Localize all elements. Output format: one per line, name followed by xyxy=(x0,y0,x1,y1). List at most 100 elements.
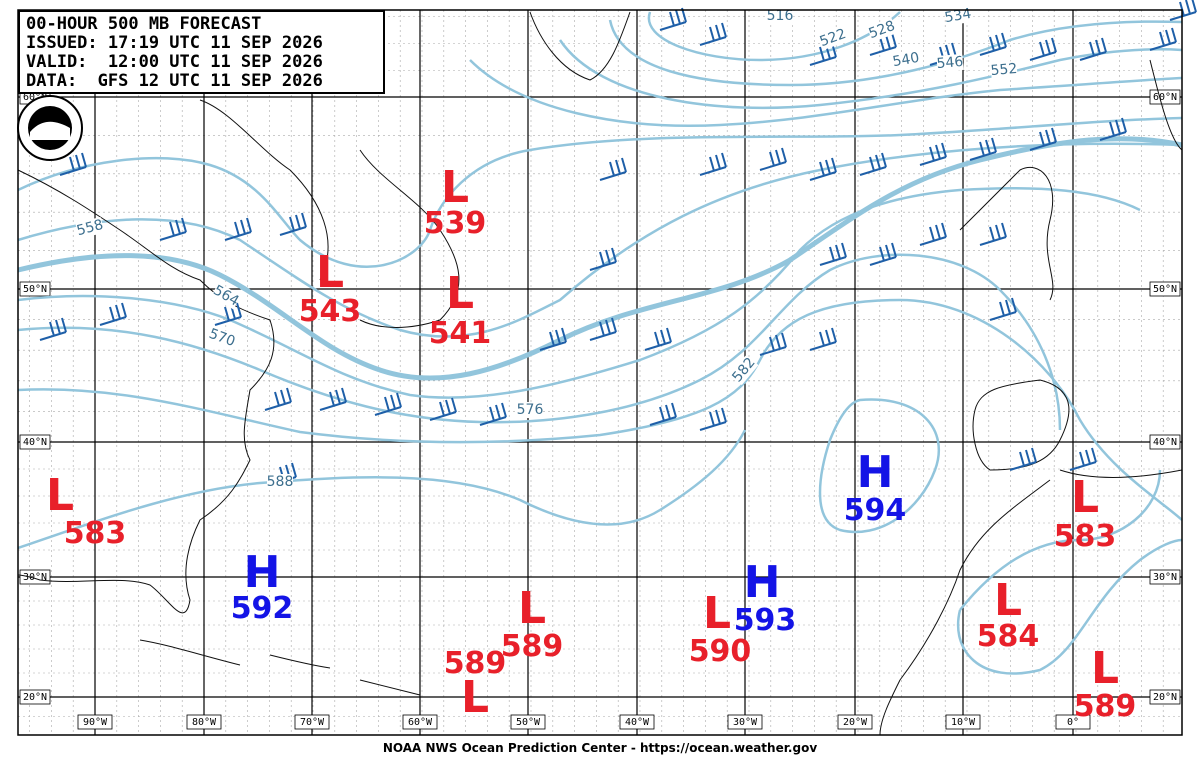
center-letter: H xyxy=(744,557,781,608)
wind-barb xyxy=(1149,27,1177,51)
label-box xyxy=(1149,89,1181,105)
label-box xyxy=(1149,569,1181,585)
label-box xyxy=(402,714,438,730)
wind-barb xyxy=(599,157,627,181)
contour-label: 540 xyxy=(891,50,920,70)
label-backdrop xyxy=(936,53,964,73)
center-value: 539 xyxy=(424,206,487,241)
center-letter: L xyxy=(46,470,74,521)
wind-barb xyxy=(809,157,837,181)
wind-barb xyxy=(699,152,727,176)
label-box xyxy=(945,714,981,730)
label-backdrop xyxy=(210,282,242,310)
header-line: DATA: GFS 12 UTC 11 SEP 2026 xyxy=(26,71,323,91)
label-box xyxy=(837,714,873,730)
wind-barb xyxy=(1069,447,1097,471)
label-box xyxy=(1149,281,1181,297)
wind-barbs xyxy=(39,0,1197,486)
contour-label: 516 xyxy=(767,8,794,24)
wind-barb xyxy=(809,42,837,66)
label-box xyxy=(19,281,51,297)
logo-bird xyxy=(30,121,70,140)
latitude-label: 30°N xyxy=(23,572,47,583)
wind-barb xyxy=(264,387,292,411)
coastline xyxy=(139,639,421,696)
label-backdrop xyxy=(767,8,793,24)
wind-barb xyxy=(1099,117,1127,141)
center-value: 590 xyxy=(689,634,752,669)
label-box xyxy=(1055,714,1091,730)
wind-barb xyxy=(59,152,87,176)
label-box xyxy=(1149,434,1181,450)
center-letter: H xyxy=(244,547,281,598)
header-box xyxy=(18,10,385,94)
label-box xyxy=(1149,689,1181,705)
wind-barb xyxy=(644,327,672,351)
contour-label: 534 xyxy=(943,6,972,26)
contour xyxy=(469,59,1183,127)
coastline xyxy=(879,379,1183,736)
label-backdrop xyxy=(943,5,973,27)
label-box xyxy=(19,689,51,705)
contour-label: 552 xyxy=(990,61,1018,79)
wind-barb xyxy=(214,302,242,326)
coastlines xyxy=(17,11,1183,736)
coastline xyxy=(199,99,460,328)
latitude-label: 20°N xyxy=(23,692,47,703)
contour xyxy=(558,39,1183,110)
center-letter: L xyxy=(461,672,489,723)
wind-barb xyxy=(859,152,887,176)
label-box xyxy=(727,714,763,730)
footer: NOAA NWS Ocean Prediction Center - https… xyxy=(383,741,817,755)
header: 00-HOUR 500 MB FORECAST ISSUED: 17:19 UT… xyxy=(18,10,385,94)
wind-barb xyxy=(99,302,127,326)
wind-barb xyxy=(759,332,787,356)
label-backdrop xyxy=(207,326,237,350)
wind-barb xyxy=(659,7,687,31)
label-backdrop xyxy=(891,49,921,71)
contour xyxy=(17,253,1062,431)
jet-axis xyxy=(17,136,1183,381)
wind-barb xyxy=(699,407,727,431)
longitude-label: 40°W xyxy=(625,717,650,728)
contour xyxy=(17,116,1183,268)
longitude-label: 10°W xyxy=(951,717,976,728)
label-box xyxy=(510,714,546,730)
header-line: VALID: 12:00 UTC 11 SEP 2026 xyxy=(26,52,323,72)
center-value: 583 xyxy=(64,516,127,551)
wind-barb xyxy=(969,137,997,161)
center-value: 592 xyxy=(231,591,294,626)
label-box xyxy=(19,434,51,450)
wind-barb xyxy=(1079,37,1107,61)
center-value: 594 xyxy=(844,493,907,528)
longitude-label: 20°W xyxy=(843,717,868,728)
latitude-label: 60°N xyxy=(1153,92,1177,103)
wind-barb xyxy=(819,242,847,266)
label-backdrop xyxy=(267,474,293,490)
latitude-label: 40°N xyxy=(1153,437,1177,448)
contour xyxy=(959,469,1162,611)
header-line: 00-HOUR 500 MB FORECAST xyxy=(26,14,261,34)
wind-barb xyxy=(224,217,252,241)
longitude-label: 0° xyxy=(1067,717,1079,728)
center-letter: H xyxy=(857,447,894,498)
latitude-label: 40°N xyxy=(23,437,47,448)
center-letter: L xyxy=(441,162,469,213)
wind-barb xyxy=(429,397,457,421)
label-backdrop xyxy=(729,354,759,386)
label-backdrop xyxy=(818,26,848,50)
latitude-label: 30°N xyxy=(1153,572,1177,583)
coastline xyxy=(529,11,631,81)
center-letter: L xyxy=(1091,643,1119,694)
label-backdrop xyxy=(990,60,1018,80)
wind-barb xyxy=(649,402,677,426)
longitude-label: 30°W xyxy=(733,717,758,728)
header-line: ISSUED: 17:19 UTC 11 SEP 2026 xyxy=(26,33,323,53)
wind-barb xyxy=(919,142,947,166)
contours xyxy=(17,11,1183,675)
latitude-label: 60°N xyxy=(23,92,47,103)
wind-barb xyxy=(919,222,947,246)
